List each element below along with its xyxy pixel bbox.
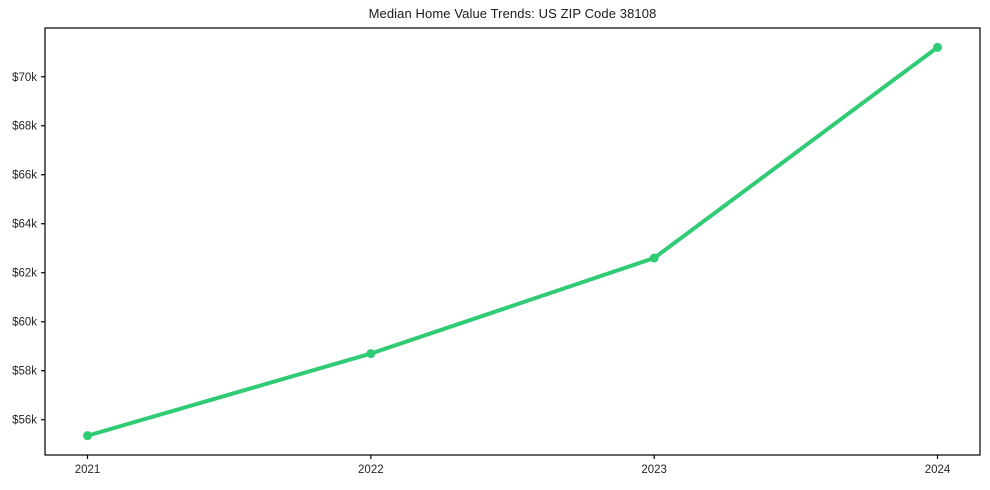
line-series: [85, 45, 940, 438]
y-tick-label: $56k: [12, 415, 37, 427]
x-tick-label: 2024: [925, 464, 951, 476]
plot-border: [44, 27, 981, 456]
x-tick-label: 2022: [358, 464, 384, 476]
data-point-marker: [933, 42, 942, 52]
data-point-marker: [83, 431, 92, 441]
data-point-marker: [649, 253, 659, 263]
x-tick-label: 2021: [75, 464, 101, 476]
x-tick-label: 2023: [641, 464, 667, 476]
y-tick-label: $60k: [12, 317, 37, 329]
y-tick-label: $70k: [12, 72, 37, 84]
data-point-marker: [366, 349, 376, 359]
y-tick-label: $66k: [12, 170, 37, 182]
chart-title: Median Home Value Trends: US ZIP Code 38…: [368, 6, 657, 21]
y-tick-label: $68k: [12, 121, 37, 133]
y-tick-label: $64k: [12, 219, 37, 231]
y-tick-label: $62k: [12, 268, 37, 280]
y-tick-label: $58k: [12, 366, 37, 378]
